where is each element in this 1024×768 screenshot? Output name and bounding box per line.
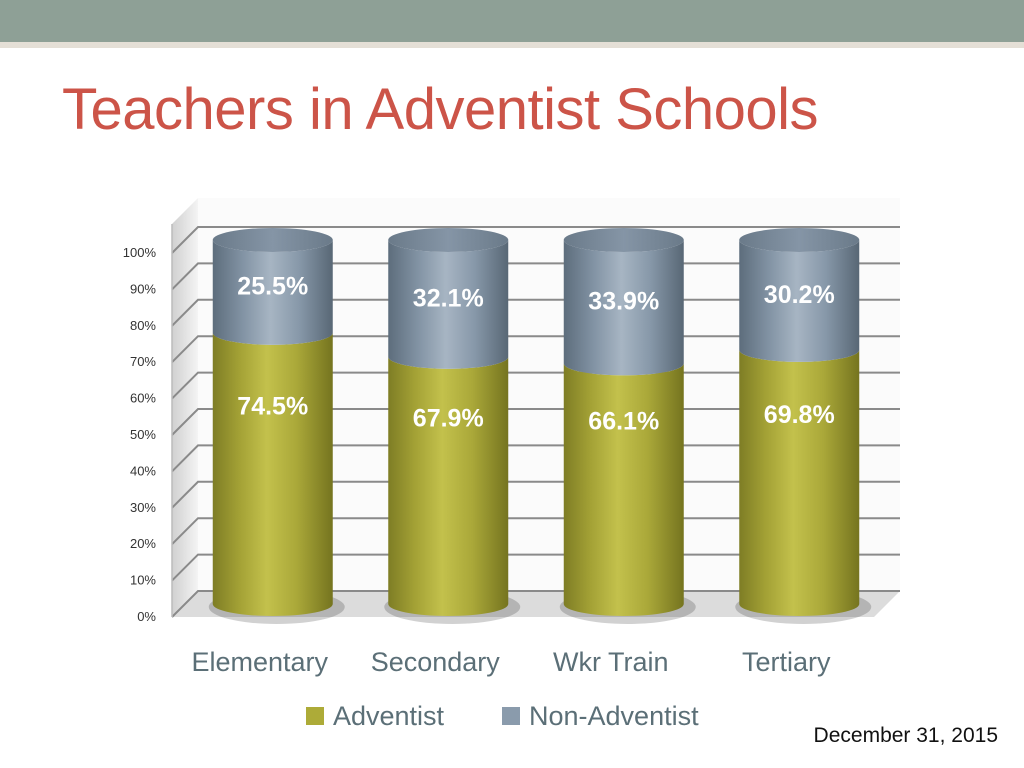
bar-adventist <box>212 332 333 616</box>
data-label-non-adventist: 25.5% <box>237 272 308 300</box>
x-category-label: Secondary <box>371 647 501 677</box>
legend-swatch <box>502 707 520 725</box>
y-tick-label: 40% <box>130 463 156 478</box>
bar-non-adventist <box>563 240 684 376</box>
chart-axis-labels: 0% 10% 20% 30% 40% 50% 60% 70% 80% 90% 100% Element… <box>123 245 831 677</box>
bar-non-adventist <box>212 240 333 345</box>
bar-top-cap <box>739 228 860 252</box>
chart-bars <box>208 228 872 624</box>
legend-label: Adventist <box>333 701 445 731</box>
chart-back-wall <box>198 198 900 591</box>
y-tick-label: 0% <box>137 609 156 624</box>
chart-floor <box>172 591 900 617</box>
y-tick-label: 90% <box>130 281 156 296</box>
header-bar <box>0 0 1024 42</box>
chart-side-wall <box>172 198 198 617</box>
slide-date: December 31, 2015 <box>813 724 998 747</box>
bar-non-adventist <box>388 240 509 369</box>
page-title: Teachers in Adventist Schools <box>62 77 819 142</box>
bar-top-cap <box>212 228 333 252</box>
data-label-adventist: 74.5% <box>237 392 308 420</box>
bar-top-cap <box>563 228 684 252</box>
data-label-non-adventist: 32.1% <box>413 284 484 312</box>
data-label-non-adventist: 33.9% <box>588 288 659 316</box>
legend-swatch <box>306 707 324 725</box>
bar-non-adventist <box>739 240 860 362</box>
x-category-label: Elementary <box>191 647 328 677</box>
y-tick-label: 50% <box>130 427 156 442</box>
x-category-label: Wkr Train <box>553 647 669 677</box>
y-tick-label: 30% <box>130 500 156 515</box>
y-tick-label: 60% <box>130 391 156 406</box>
bar-adventist <box>739 349 860 616</box>
data-label-adventist: 67.9% <box>413 404 484 432</box>
bar-adventist <box>563 363 684 616</box>
y-tick-label: 80% <box>130 318 156 333</box>
y-tick-label: 10% <box>130 573 156 588</box>
header-rule <box>0 42 1024 48</box>
data-label-adventist: 66.1% <box>588 408 659 436</box>
legend-label: Non-Adventist <box>529 701 699 731</box>
y-tick-label: 70% <box>130 354 156 369</box>
x-category-label: Tertiary <box>742 647 831 677</box>
y-tick-label: 20% <box>130 536 156 551</box>
bar-top-cap <box>388 228 509 252</box>
chart-legend: Adventist Non-Adventist <box>306 701 699 731</box>
bar-adventist <box>388 356 509 616</box>
data-label-adventist: 69.8% <box>764 401 835 429</box>
y-tick-label: 100% <box>123 245 157 260</box>
data-label-non-adventist: 30.2% <box>764 281 835 309</box>
chart-data-labels: 74.5% 25.5% 67.9% 32.1% 66.1% 33.9% 69.8% 30.2% <box>237 272 834 435</box>
gridline <box>171 226 900 254</box>
